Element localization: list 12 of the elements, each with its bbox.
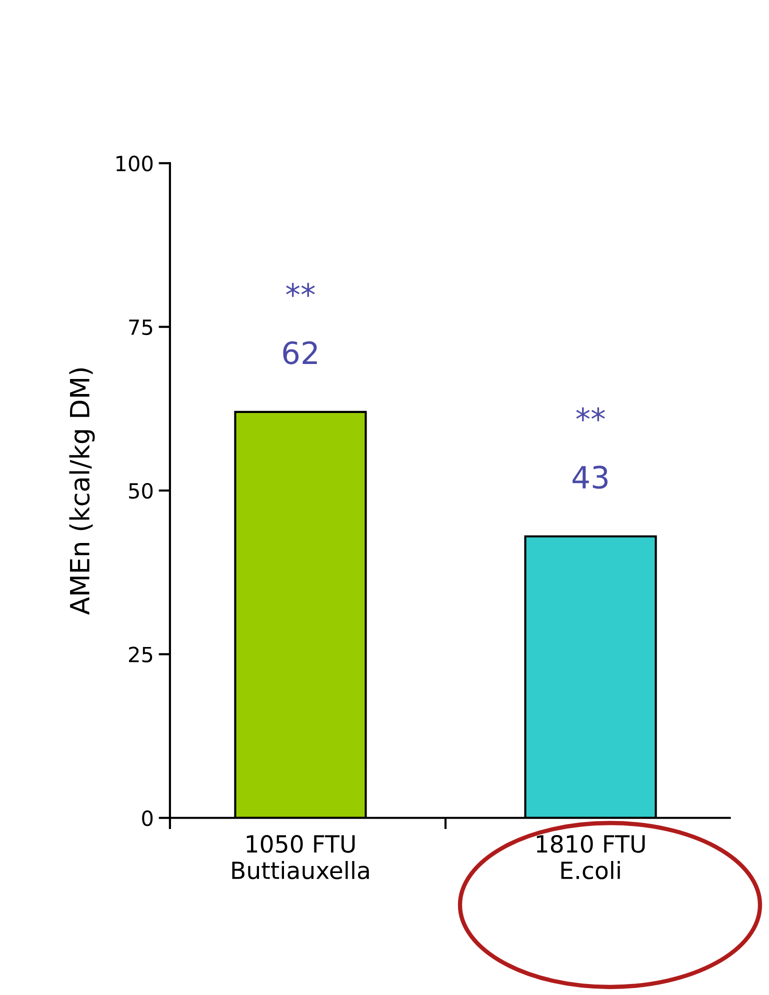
y-tick-label: 50 xyxy=(129,482,153,499)
y-tick-label: 75 xyxy=(129,320,152,336)
annotation: ** xyxy=(576,407,605,422)
x-tick-label: 1050 FTU Buttiauxella xyxy=(232,834,369,880)
y-tick-label: 0 xyxy=(142,810,153,826)
y-axis-title: AMEn (kcal/kg DM) xyxy=(69,368,95,615)
annotation: ** xyxy=(286,282,315,297)
y-tick-label: 100 xyxy=(116,156,153,172)
x-tick-label: 1810 FTU E.coli xyxy=(536,834,645,880)
y-tick-label: 25 xyxy=(128,646,152,662)
data-label: 62 xyxy=(283,341,317,364)
data-label: 43 xyxy=(572,466,608,489)
